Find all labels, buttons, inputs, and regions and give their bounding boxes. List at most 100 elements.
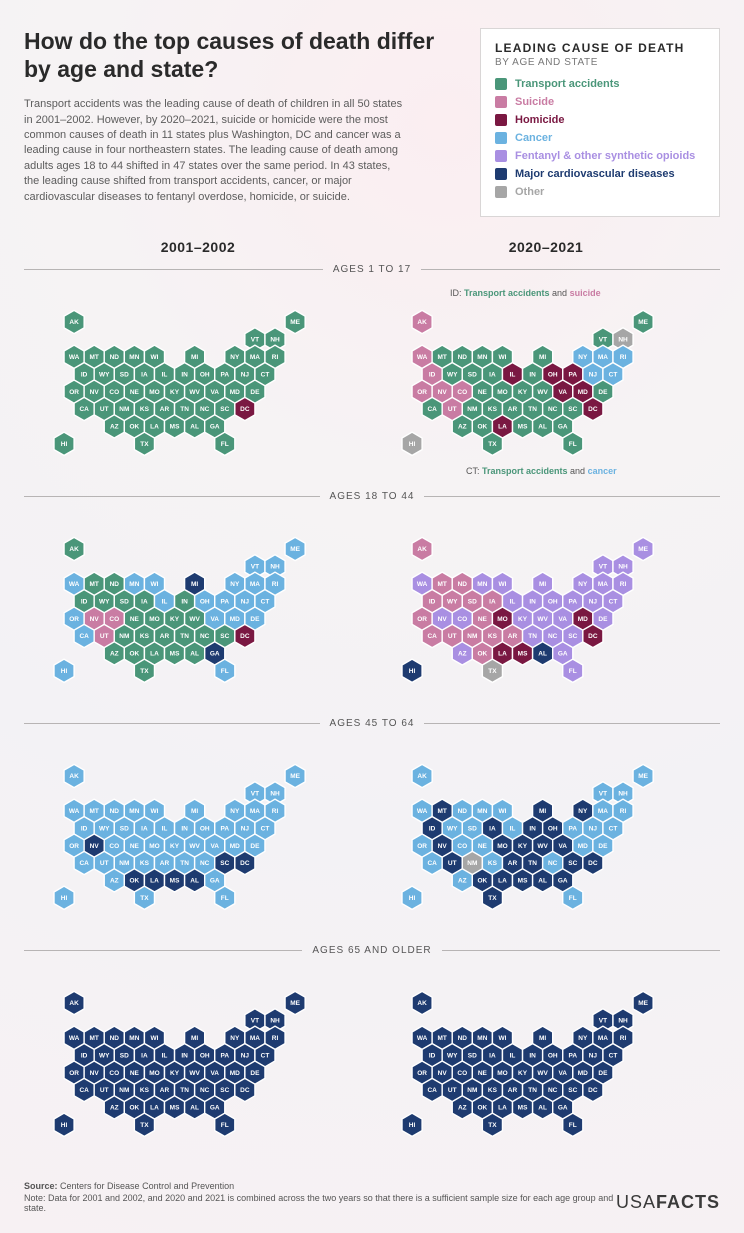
legend-label: Fentanyl & other synthetic opioids: [515, 151, 695, 162]
state-hex: [633, 537, 653, 560]
hex-map: AKMEVTNHWAMTNDMNWIMINYMARIIDWYSDIAILINOH…: [376, 736, 716, 936]
state-hex: [412, 537, 432, 560]
map-cell-right: AKMEVTNHWAMTNDMNWIMINYMARIIDWYSDIAILINOH…: [372, 282, 720, 482]
state-hex: [422, 624, 442, 647]
state-hex: [482, 1113, 502, 1136]
state-hex: [533, 869, 553, 892]
state-hex: [74, 1078, 94, 1101]
state-hex: [402, 1113, 422, 1136]
state-hex: [64, 310, 84, 333]
state-hex: [54, 659, 74, 682]
band-divider: AGES 1 TO 17: [24, 261, 720, 278]
source-note: Note: Data for 2001 and 2002, and 2020 a…: [24, 1193, 616, 1213]
age-band: AGES 1 TO 17 AKMEVTNHWAMTNDMNWIMINYMARIID…: [24, 261, 720, 482]
logo-light: USA: [616, 1192, 656, 1212]
state-hex: [583, 1078, 603, 1101]
state-hex: [165, 642, 185, 665]
legend-swatch: [495, 78, 507, 90]
period-header: 2001–2002 2020–2021: [24, 239, 720, 255]
state-hex: [412, 764, 432, 787]
legend-swatch: [495, 168, 507, 180]
divider-line: [24, 950, 302, 951]
state-hex: [54, 432, 74, 455]
divider-line: [421, 269, 720, 270]
state-hex: [185, 1096, 205, 1119]
state-hex: [563, 886, 583, 909]
legend-swatch: [495, 186, 507, 198]
state-hex: [215, 432, 235, 455]
state-hex: [633, 764, 653, 787]
state-hex: [482, 659, 502, 682]
state-hex: [285, 991, 305, 1014]
source-text: Centers for Disease Control and Preventi…: [60, 1181, 234, 1191]
legend-item: Transport accidents: [495, 78, 705, 90]
state-hex: [533, 642, 553, 665]
band-divider: AGES 18 TO 44: [24, 488, 720, 505]
intro-block: How do the top causes of death differ by…: [24, 28, 460, 205]
state-hex: [285, 310, 305, 333]
band-label: AGES 45 TO 64: [330, 718, 415, 729]
map-cell-right: AKMEVTNHWAMTNDMNWIMINYMARIIDWYSDIAILINOH…: [372, 963, 720, 1163]
infographic: How do the top causes of death differ by…: [0, 0, 744, 1233]
band-label: AGES 18 TO 44: [330, 491, 415, 502]
divider-line: [424, 496, 720, 497]
state-hex: [452, 642, 472, 665]
state-hex: [422, 397, 442, 420]
state-hex: [563, 659, 583, 682]
state-hex: [165, 415, 185, 438]
legend-swatch: [495, 96, 507, 108]
period-right: 2020–2021: [372, 239, 720, 255]
state-hex: [633, 991, 653, 1014]
state-hex: [54, 886, 74, 909]
maps-row: AKMEVTNHWAMTNDMNWIMINYMARIIDWYSDIAILINOH…: [24, 963, 720, 1163]
state-hex: [165, 1096, 185, 1119]
state-hex: [64, 991, 84, 1014]
state-hex: [74, 624, 94, 647]
hex-map: AKMEVTNHWAMTNDMNWIMINYMARIIDWYSDIAILINOH…: [376, 282, 716, 482]
legend-label: Transport accidents: [515, 79, 620, 90]
state-hex: [74, 397, 94, 420]
state-hex: [235, 851, 255, 874]
state-hex: [583, 851, 603, 874]
band-divider: AGES 65 AND OLDER: [24, 942, 720, 959]
divider-line: [24, 269, 323, 270]
age-band: AGES 18 TO 44 AKMEVTNHWAMTNDMNWIMINYMARII…: [24, 488, 720, 709]
callout: CT: Transport accidents and cancer: [466, 466, 617, 477]
age-band: AGES 45 TO 64 AKMEVTNHWAMTNDMNWIMINYMARII…: [24, 715, 720, 936]
state-hex: [422, 1078, 442, 1101]
period-left: 2001–2002: [24, 239, 372, 255]
state-hex: [452, 1096, 472, 1119]
divider-line: [442, 950, 720, 951]
state-hex: [285, 537, 305, 560]
state-hex: [412, 991, 432, 1014]
page-title: How do the top causes of death differ by…: [24, 28, 460, 83]
legend-item: Suicide: [495, 96, 705, 108]
map-bands: AGES 1 TO 17 AKMEVTNHWAMTNDMNWIMINYMARIID…: [24, 261, 720, 1163]
source-label: Source:: [24, 1181, 58, 1191]
logo-bold: FACTS: [656, 1192, 720, 1212]
divider-line: [24, 496, 320, 497]
state-hex: [104, 415, 124, 438]
state-hex: [64, 764, 84, 787]
divider-line: [24, 723, 320, 724]
state-hex: [104, 869, 124, 892]
state-hex: [215, 886, 235, 909]
hex-map: AKMEVTNHWAMTNDMNWIMINYMARIIDWYSDIAILINOH…: [28, 736, 368, 936]
hex-map: AKMEVTNHWAMTNDMNWIMINYMARIIDWYSDIAILINOH…: [28, 282, 368, 482]
hex-map: AKMEVTNHWAMTNDMNWIMINYMARIIDWYSDIAILINOH…: [376, 509, 716, 709]
band-divider: AGES 45 TO 64: [24, 715, 720, 732]
state-hex: [104, 642, 124, 665]
state-hex: [412, 310, 432, 333]
hex-map: AKMEVTNHWAMTNDMNWIMINYMARIIDWYSDIAILINOH…: [376, 963, 716, 1163]
legend-swatch: [495, 132, 507, 144]
state-hex: [235, 1078, 255, 1101]
legend-label: Homicide: [515, 115, 565, 126]
band-label: AGES 65 AND OLDER: [312, 945, 431, 956]
page-description: Transport accidents was the leading caus…: [24, 97, 404, 205]
state-hex: [482, 886, 502, 909]
state-hex: [452, 415, 472, 438]
footer: Source: Centers for Disease Control and …: [24, 1181, 720, 1213]
map-cell-right: AKMEVTNHWAMTNDMNWIMINYMARIIDWYSDIAILINOH…: [372, 509, 720, 709]
state-hex: [215, 659, 235, 682]
state-hex: [64, 537, 84, 560]
